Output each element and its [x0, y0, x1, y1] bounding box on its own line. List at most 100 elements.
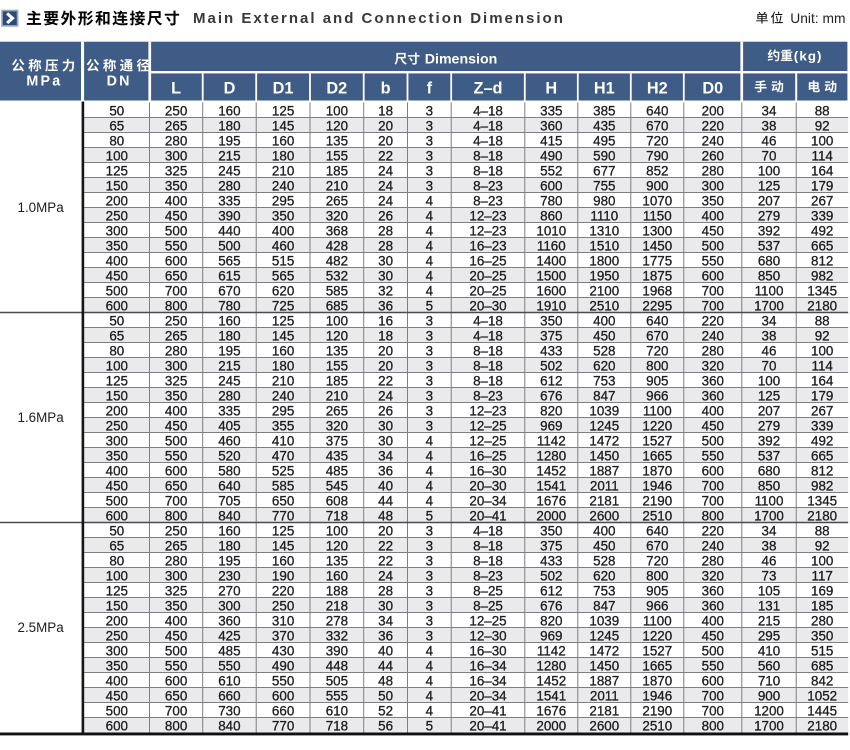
svg-text:350: 350 [540, 523, 562, 538]
svg-text:550: 550 [165, 238, 187, 253]
svg-text:24: 24 [378, 178, 393, 193]
svg-text:300: 300 [165, 358, 187, 373]
svg-text:368: 368 [326, 223, 348, 238]
svg-text:400: 400 [165, 403, 187, 418]
svg-text:185: 185 [326, 163, 348, 178]
svg-text:492: 492 [811, 433, 833, 448]
svg-text:2011: 2011 [590, 478, 619, 493]
svg-text:18: 18 [378, 103, 393, 118]
svg-text:550: 550 [165, 658, 187, 673]
svg-text:3: 3 [426, 358, 433, 373]
svg-text:125: 125 [106, 163, 128, 178]
svg-text:4–18: 4–18 [473, 118, 503, 133]
svg-text:8–18: 8–18 [473, 358, 503, 373]
svg-text:70: 70 [762, 358, 777, 373]
svg-text:65: 65 [109, 538, 124, 553]
svg-text:350: 350 [165, 178, 187, 193]
svg-text:120: 120 [326, 538, 348, 553]
svg-text:500: 500 [165, 223, 187, 238]
svg-text:900: 900 [646, 178, 668, 193]
svg-text:150: 150 [106, 388, 128, 403]
svg-text:350: 350 [106, 658, 128, 673]
svg-text:677: 677 [593, 163, 615, 178]
svg-text:48: 48 [378, 508, 393, 523]
svg-text:1100: 1100 [643, 613, 672, 628]
svg-text:8–18: 8–18 [473, 148, 503, 163]
svg-text:207: 207 [758, 193, 780, 208]
svg-text:30: 30 [378, 253, 393, 268]
svg-text:400: 400 [702, 403, 724, 418]
svg-text:1450: 1450 [589, 448, 619, 463]
svg-text:Unit: mm: Unit: mm [790, 11, 845, 26]
svg-text:20: 20 [378, 133, 393, 148]
svg-text:28: 28 [378, 238, 393, 253]
svg-text:155: 155 [326, 358, 348, 373]
svg-text:38: 38 [762, 118, 777, 133]
svg-text:800: 800 [165, 508, 187, 523]
svg-text:4: 4 [426, 643, 434, 658]
svg-text:80: 80 [109, 553, 124, 568]
svg-text:70: 70 [762, 148, 777, 163]
svg-text:40: 40 [378, 478, 393, 493]
svg-text:300: 300 [165, 568, 187, 583]
svg-text:1946: 1946 [642, 478, 672, 493]
svg-text:300: 300 [702, 178, 724, 193]
svg-text:150: 150 [106, 598, 128, 613]
svg-text:34: 34 [762, 313, 777, 328]
svg-text:240: 240 [702, 538, 724, 553]
svg-text:1280: 1280 [536, 658, 566, 673]
svg-text:8–18: 8–18 [473, 538, 503, 553]
svg-text:718: 718 [326, 718, 348, 733]
svg-text:32: 32 [378, 283, 393, 298]
svg-text:1280: 1280 [536, 448, 566, 463]
svg-text:H: H [545, 79, 557, 97]
svg-text:4: 4 [426, 253, 434, 268]
svg-text:267: 267 [811, 403, 833, 418]
svg-text:640: 640 [218, 478, 240, 493]
svg-text:537: 537 [758, 448, 780, 463]
svg-text:1665: 1665 [642, 658, 672, 673]
svg-text:400: 400 [165, 613, 187, 628]
svg-text:1150: 1150 [643, 208, 672, 223]
svg-text:600: 600 [540, 178, 562, 193]
svg-text:245: 245 [218, 373, 240, 388]
svg-text:1910: 1910 [536, 298, 566, 313]
svg-text:670: 670 [646, 538, 668, 553]
svg-text:3: 3 [426, 568, 433, 583]
svg-text:847: 847 [593, 388, 615, 403]
svg-text:265: 265 [165, 328, 187, 343]
svg-text:36: 36 [378, 628, 393, 643]
svg-text:4: 4 [426, 703, 434, 718]
svg-text:580: 580 [218, 463, 240, 478]
svg-text:155: 155 [326, 148, 348, 163]
svg-text:640: 640 [646, 523, 668, 538]
svg-text:1200: 1200 [754, 703, 784, 718]
svg-text:3: 3 [426, 538, 433, 553]
svg-text:492: 492 [811, 223, 833, 238]
svg-text:100: 100 [326, 103, 348, 118]
svg-text:185: 185 [811, 598, 833, 613]
svg-text:685: 685 [811, 658, 833, 673]
svg-text:1875: 1875 [642, 268, 672, 283]
svg-text:200: 200 [106, 403, 128, 418]
svg-text:450: 450 [702, 223, 724, 238]
svg-text:375: 375 [540, 538, 562, 553]
svg-text:600: 600 [165, 673, 187, 688]
svg-text:460: 460 [272, 238, 294, 253]
svg-text:4: 4 [426, 193, 434, 208]
svg-text:50: 50 [109, 523, 124, 538]
svg-text:450: 450 [702, 628, 724, 643]
svg-text:8–18: 8–18 [473, 373, 503, 388]
svg-text:3: 3 [426, 523, 433, 538]
svg-text:565: 565 [272, 268, 294, 283]
svg-text:1452: 1452 [536, 673, 566, 688]
svg-text:28: 28 [378, 223, 393, 238]
svg-text:22: 22 [378, 553, 393, 568]
svg-text:2100: 2100 [589, 283, 619, 298]
svg-text:1345: 1345 [807, 283, 837, 298]
svg-text:267: 267 [811, 193, 833, 208]
svg-text:1700: 1700 [754, 508, 784, 523]
svg-text:2011: 2011 [590, 688, 619, 703]
svg-text:24: 24 [378, 193, 393, 208]
svg-text:1445: 1445 [807, 703, 837, 718]
